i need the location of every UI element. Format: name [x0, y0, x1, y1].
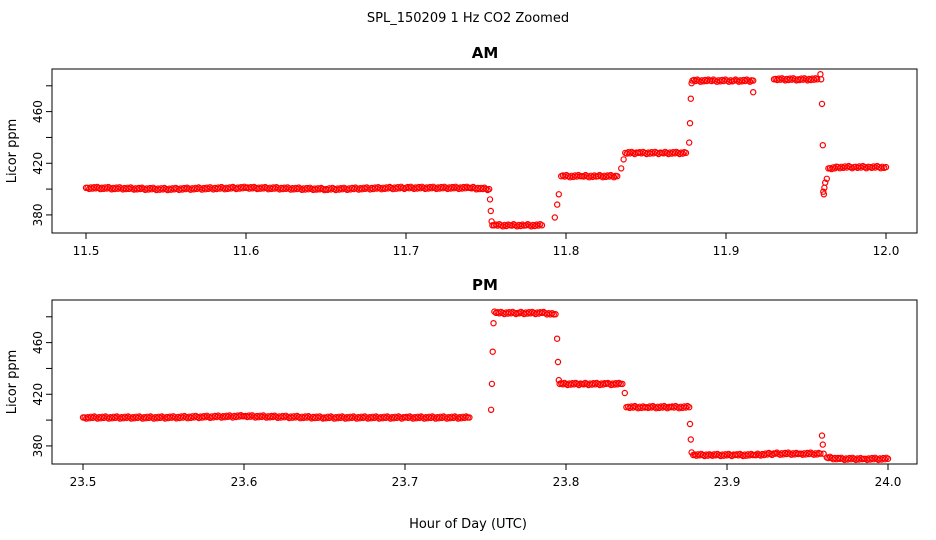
- am-data-point: [486, 185, 493, 193]
- am-x-tick-label: 11.5: [73, 244, 100, 258]
- am-data-point: [882, 163, 890, 171]
- am-plot-frame: [51, 68, 918, 234]
- pm-data-point: [488, 380, 496, 388]
- am-data-point: [819, 141, 827, 149]
- pm-x-tick-label: 23.7: [392, 475, 419, 489]
- am-data-point: [538, 222, 546, 229]
- pm-data-point: [621, 389, 629, 397]
- am-data-point: [618, 165, 625, 172]
- pm-data-point: [686, 404, 693, 411]
- am-data-point: [820, 188, 827, 195]
- am-panel: AM Licor ppm 11.5 11.6 11.7 11.8 11.9 12.0 380…: [5, 44, 918, 258]
- am-y-tick-label: 460: [31, 100, 45, 123]
- am-data-point: [679, 150, 687, 157]
- pm-y-tick-label: 420: [31, 383, 45, 406]
- pm-data-point: [881, 456, 889, 463]
- pm-data-point: [554, 358, 562, 366]
- pm-data-point: [619, 380, 626, 388]
- am-x-tick-label: 11.9: [713, 244, 740, 258]
- am-x-tick-label: 11.8: [553, 244, 580, 258]
- am-data-point: [818, 100, 826, 108]
- am-panel-title: AM: [472, 44, 499, 62]
- pm-y-tick-label: 460: [31, 331, 45, 354]
- figure-title: SPL_150209 1 Hz CO2 Zoomed: [367, 11, 569, 26]
- am-data-point: [487, 207, 494, 215]
- pm-x-tick-label: 23.5: [70, 475, 97, 489]
- am-data-point: [750, 77, 757, 84]
- pm-data-point: [814, 451, 821, 458]
- am-data-point: [687, 95, 695, 102]
- am-data-point: [620, 156, 627, 163]
- pm-x-tick-label: 23.9: [714, 475, 741, 489]
- pm-panel: PM Licor ppm 23.5 23.6 23.7 23.8 23.9 24.0 380…: [5, 276, 918, 489]
- pm-data-point: [817, 450, 824, 457]
- pm-data-point: [682, 404, 690, 411]
- am-data-point: [814, 76, 821, 83]
- am-data-point: [818, 76, 825, 83]
- pm-data-point: [820, 450, 827, 457]
- am-data-point: [810, 76, 818, 83]
- am-data-point: [486, 196, 494, 203]
- figure-x-axis-label: Hour of Day (UTC): [409, 517, 527, 532]
- am-x-tick-label: 11.7: [393, 244, 420, 258]
- pm-data-point: [818, 432, 826, 439]
- am-data-point: [686, 119, 694, 127]
- pm-x-tick-label: 23.8: [553, 475, 580, 489]
- pm-data-point: [490, 320, 497, 327]
- am-data-point: [823, 175, 831, 182]
- pm-data-point: [687, 436, 695, 443]
- am-data-point: [686, 139, 693, 146]
- am-data-point: [554, 201, 561, 208]
- pm-data-point: [686, 420, 694, 428]
- am-data-point: [614, 172, 621, 180]
- pm-data-point: [487, 406, 495, 413]
- am-y-tick-label: 420: [31, 152, 45, 175]
- pm-panel-title: PM: [472, 276, 498, 294]
- am-x-tick-label: 11.6: [233, 244, 260, 258]
- pm-x-tick-label: 24.0: [875, 475, 902, 489]
- am-x-tick-label: 12.0: [873, 244, 900, 258]
- am-data-point: [682, 149, 690, 157]
- pm-y-tick-label: 380: [31, 434, 45, 457]
- am-data-point: [746, 78, 754, 85]
- am-data-point: [820, 191, 828, 198]
- am-data-point: [750, 88, 757, 96]
- am-data-point: [551, 214, 559, 221]
- am-y-tick-label: 380: [31, 203, 45, 226]
- pm-data-point: [489, 348, 496, 355]
- pm-x-tick-label: 23.6: [231, 475, 258, 489]
- pm-data-point: [466, 414, 473, 421]
- am-data-point: [555, 191, 563, 198]
- pm-data-point: [553, 335, 561, 342]
- am-y-axis-label: Licor ppm: [5, 119, 20, 184]
- am-data-point: [822, 179, 829, 186]
- pm-data-point: [552, 311, 559, 318]
- pm-plot-frame: [51, 299, 918, 465]
- am-data-point: [817, 70, 824, 78]
- pm-y-axis-label: Licor ppm: [5, 350, 20, 415]
- pm-data-point: [884, 455, 892, 462]
- am-data-point: [610, 173, 618, 181]
- am-data-point: [828, 165, 835, 173]
- pm-data-point: [819, 441, 827, 448]
